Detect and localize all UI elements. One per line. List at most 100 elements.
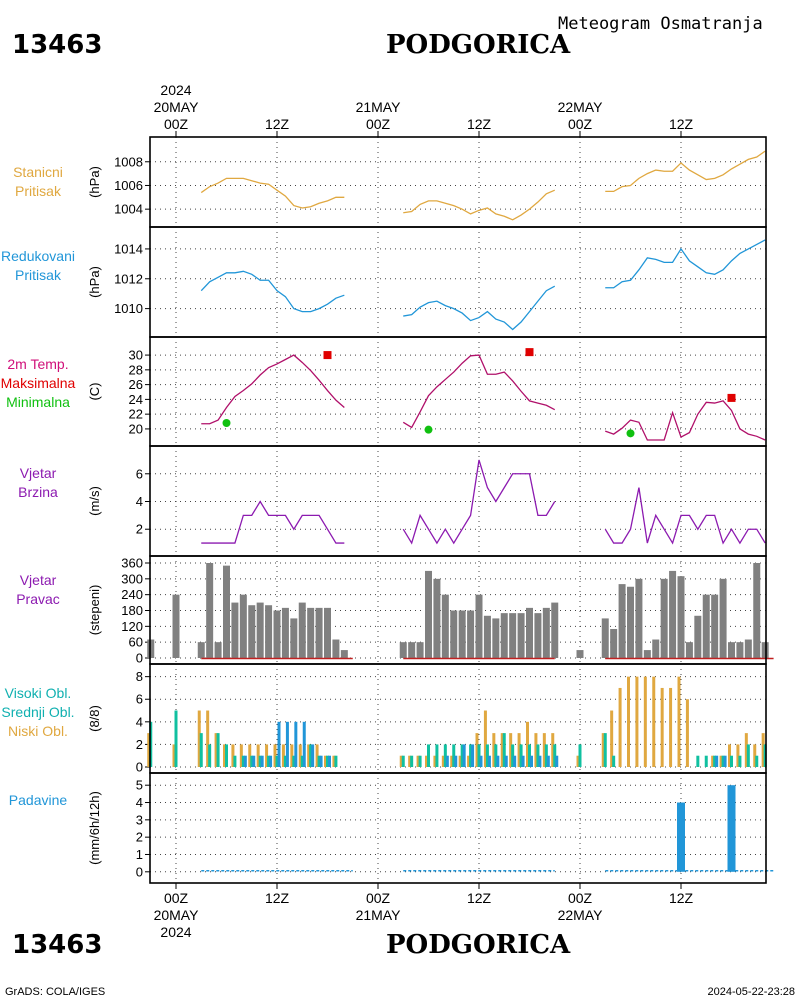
panel-frame <box>149 226 767 338</box>
max-temp-marker <box>525 348 534 357</box>
grads-credit: GrADS: COLA/IGES <box>5 986 106 998</box>
panel-label-pressure: Pritisak <box>15 183 61 199</box>
cloud-high-bar <box>328 755 331 767</box>
unit-label-wspeed: (m/s) <box>87 486 102 516</box>
y-tick-label: 180 <box>121 603 143 618</box>
wind-direction-bar <box>441 594 449 658</box>
y-tick-label: 0 <box>136 760 143 775</box>
y-tick-label: 6 <box>136 466 143 481</box>
y-tick-label: 1014 <box>114 241 143 256</box>
cloud-high-bar <box>311 744 315 767</box>
min-temp-marker <box>626 429 635 438</box>
wind-direction-bar <box>416 642 424 658</box>
wind-direction-bar <box>601 618 609 658</box>
panel-frame <box>149 136 767 228</box>
cloud-mid-bar <box>502 733 506 767</box>
y-tick-label: 20 <box>129 421 143 436</box>
time-tick-label: 12Z <box>467 890 492 906</box>
unit-label-reduced: (hPa) <box>87 266 102 298</box>
wind-direction-bar <box>433 578 441 658</box>
cloud-low-bar <box>719 755 723 767</box>
y-tick-label: 6 <box>136 692 143 707</box>
y-tick-label: 5 <box>136 778 143 793</box>
min-temp-marker <box>222 419 231 428</box>
y-tick-label: 360 <box>121 556 143 571</box>
wind-direction-bar <box>500 613 508 658</box>
wind-direction-bar <box>248 605 256 658</box>
wind-direction-bar <box>509 613 517 658</box>
wind-direction-bar <box>467 610 475 658</box>
cloud-high-bar <box>538 755 542 767</box>
cloud-mid-bar <box>418 755 422 767</box>
panel-label-temp: Maksimalna <box>0 374 76 391</box>
panel-label-clouds: Srednji Obl. <box>1 703 75 720</box>
cloud-low-bar <box>307 744 311 767</box>
wind-direction-bar <box>265 605 273 658</box>
cloud-high-bar <box>513 755 517 767</box>
wind-direction-bar <box>256 602 264 658</box>
wind-direction-bar <box>635 578 643 658</box>
cloud-low-bar <box>601 733 605 767</box>
cloud-mid-bar <box>730 755 733 767</box>
wind-direction-bar <box>475 594 483 658</box>
cloud-low-bar <box>500 733 504 767</box>
cloud-mid-bar <box>174 710 178 767</box>
cloud-mid-bar <box>696 755 700 767</box>
panel-label-wspeed: Brzina <box>18 484 58 500</box>
cloud-low-bar <box>660 687 664 767</box>
cloud-mid-bar <box>477 744 481 767</box>
y-tick-label: 1012 <box>114 271 143 286</box>
wind-direction-bar <box>239 594 247 658</box>
unit-label-temp: (C) <box>87 382 102 400</box>
cloud-low-bar <box>685 699 689 767</box>
cloud-high-bar <box>723 755 727 767</box>
cloud-low-bar <box>736 744 740 767</box>
cloud-low-bar <box>542 733 546 767</box>
cloud-high-bar <box>715 755 719 767</box>
y-tick-label: 2 <box>136 737 143 752</box>
panel-label-reduced: Pritisak <box>15 267 61 283</box>
cloud-mid-bar <box>553 744 557 767</box>
cloud-low-bar <box>669 687 673 767</box>
cloud-high-bar <box>504 755 508 767</box>
wind-direction-bar <box>458 610 466 658</box>
cloud-low-bar <box>223 744 226 767</box>
cloud-mid-bar <box>300 755 304 767</box>
cloud-high-bar <box>319 755 323 767</box>
panel-precip: 0 1 2 3 4 5 <box>136 772 774 884</box>
y-tick-label: 1 <box>136 847 143 862</box>
cloud-low-bar <box>517 733 521 767</box>
time-tick-label: 12Z <box>265 116 290 132</box>
cloud-mid-bar <box>713 755 717 767</box>
wind-direction-bar <box>744 639 752 658</box>
y-tick-label: 4 <box>136 795 143 810</box>
cloud-low-bar <box>147 733 151 767</box>
cloud-mid-bar <box>519 744 523 767</box>
cloud-mid-bar <box>435 744 439 767</box>
cloud-low-bar <box>744 733 748 767</box>
cloud-low-bar <box>399 755 403 767</box>
cloud-low-bar <box>239 744 243 767</box>
time-tick-label: 12Z <box>265 890 290 906</box>
panel-label-wdir: Vjetar <box>19 572 57 588</box>
series-line <box>605 239 766 289</box>
wind-direction-bar <box>517 613 525 658</box>
cloud-low-bar <box>475 733 479 767</box>
cloud-low-bar <box>526 721 529 767</box>
cloud-low-bar <box>761 733 765 767</box>
cloud-low-bar <box>551 733 555 767</box>
wind-direction-bar <box>542 607 550 658</box>
wind-direction-bar <box>610 628 618 658</box>
wind-direction-bar <box>677 576 685 658</box>
y-tick-label: 0 <box>136 651 143 666</box>
cloud-mid-bar <box>755 755 759 767</box>
cloud-mid-bar <box>485 744 489 767</box>
y-tick-label: 2 <box>136 830 143 845</box>
cloud-low-bar <box>231 744 235 767</box>
time-tick-label: 00Z <box>164 890 189 906</box>
time-tick-label: 12Z <box>669 890 694 906</box>
cloud-low-bar <box>627 676 630 767</box>
